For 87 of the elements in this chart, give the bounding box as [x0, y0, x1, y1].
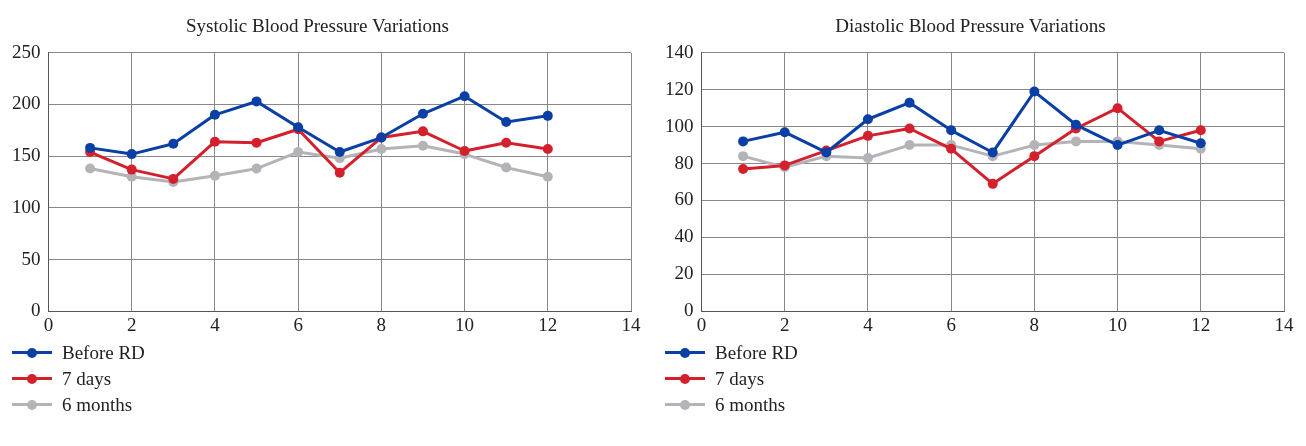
point — [126, 164, 137, 175]
point — [293, 147, 304, 158]
point — [779, 127, 790, 138]
point — [85, 142, 96, 153]
point — [251, 96, 262, 107]
x-tick-label: 12 — [538, 313, 558, 335]
point — [1070, 136, 1081, 147]
point — [738, 164, 749, 175]
point — [987, 178, 998, 189]
point — [209, 170, 220, 181]
point — [1112, 103, 1123, 114]
point — [501, 117, 512, 128]
y-tick-label: 40 — [674, 225, 694, 247]
x-tick-label: 4 — [210, 313, 221, 335]
point — [904, 140, 915, 151]
point — [987, 147, 998, 158]
point — [946, 125, 957, 136]
y-tick-label: 100 — [12, 195, 41, 217]
legend-label: 7 days — [62, 368, 112, 390]
point — [862, 130, 873, 141]
y-tick-label: 50 — [21, 247, 41, 269]
y-tick-label: 120 — [665, 77, 694, 99]
x-tick-label: 6 — [946, 313, 956, 335]
point — [501, 162, 512, 173]
y-tick-label: 250 — [12, 40, 41, 62]
x-tick-label: 12 — [1191, 313, 1211, 335]
point — [209, 136, 220, 147]
x-tick-label: 6 — [293, 313, 303, 335]
x-tick-label: 8 — [376, 313, 387, 335]
point — [1195, 125, 1206, 136]
point — [1070, 119, 1081, 130]
y-tick-label: 150 — [12, 144, 41, 166]
point — [862, 153, 873, 164]
point — [126, 149, 137, 160]
point — [1029, 151, 1040, 162]
point — [209, 109, 220, 120]
chart-title: Diastolic Blood Pressure Variations — [835, 15, 1106, 37]
legend-label: 6 months — [62, 394, 133, 416]
x-tick-label: 2 — [126, 313, 137, 335]
y-tick-label: 20 — [674, 262, 694, 284]
y-tick-label: 200 — [12, 92, 41, 114]
y-tick-label: 80 — [674, 151, 694, 173]
point — [376, 143, 387, 154]
point — [334, 147, 345, 158]
y-tick-label: 0 — [31, 299, 41, 321]
x-tick-label: 10 — [455, 313, 475, 335]
point — [417, 140, 428, 151]
y-tick-label: 100 — [665, 114, 694, 136]
point — [501, 137, 512, 148]
legend-label: Before RD — [62, 342, 145, 364]
point — [1029, 140, 1040, 151]
point — [738, 151, 749, 162]
point — [459, 91, 470, 102]
x-tick-label: 10 — [1108, 313, 1128, 335]
legend-label: 6 months — [715, 394, 786, 416]
point — [542, 143, 553, 154]
point — [904, 97, 915, 108]
point — [542, 171, 553, 182]
point — [417, 126, 428, 137]
point — [862, 114, 873, 125]
point — [251, 137, 262, 148]
legend-label: Before RD — [715, 342, 798, 364]
y-tick-label: 140 — [665, 40, 694, 62]
chart-title: Systolic Blood Pressure Variations — [185, 15, 450, 37]
point — [1154, 125, 1165, 136]
point — [168, 138, 179, 149]
x-tick-label: 14 — [1274, 313, 1294, 335]
point — [334, 167, 345, 178]
x-tick-label: 4 — [863, 313, 874, 335]
point — [168, 173, 179, 184]
x-tick-label: 8 — [1029, 313, 1040, 335]
point — [904, 123, 915, 134]
y-tick-label: 60 — [674, 188, 694, 210]
point — [417, 108, 428, 119]
point — [85, 163, 96, 174]
x-tick-label: 14 — [621, 313, 641, 335]
point — [251, 163, 262, 174]
legend-label: 7 days — [715, 368, 765, 390]
point — [1112, 140, 1123, 151]
y-tick-label: 0 — [684, 299, 694, 321]
point — [542, 110, 553, 121]
point — [1195, 138, 1206, 149]
x-tick-label: 2 — [779, 313, 790, 335]
point — [1029, 86, 1040, 97]
point — [459, 145, 470, 156]
point — [1154, 136, 1165, 147]
point — [738, 136, 749, 147]
